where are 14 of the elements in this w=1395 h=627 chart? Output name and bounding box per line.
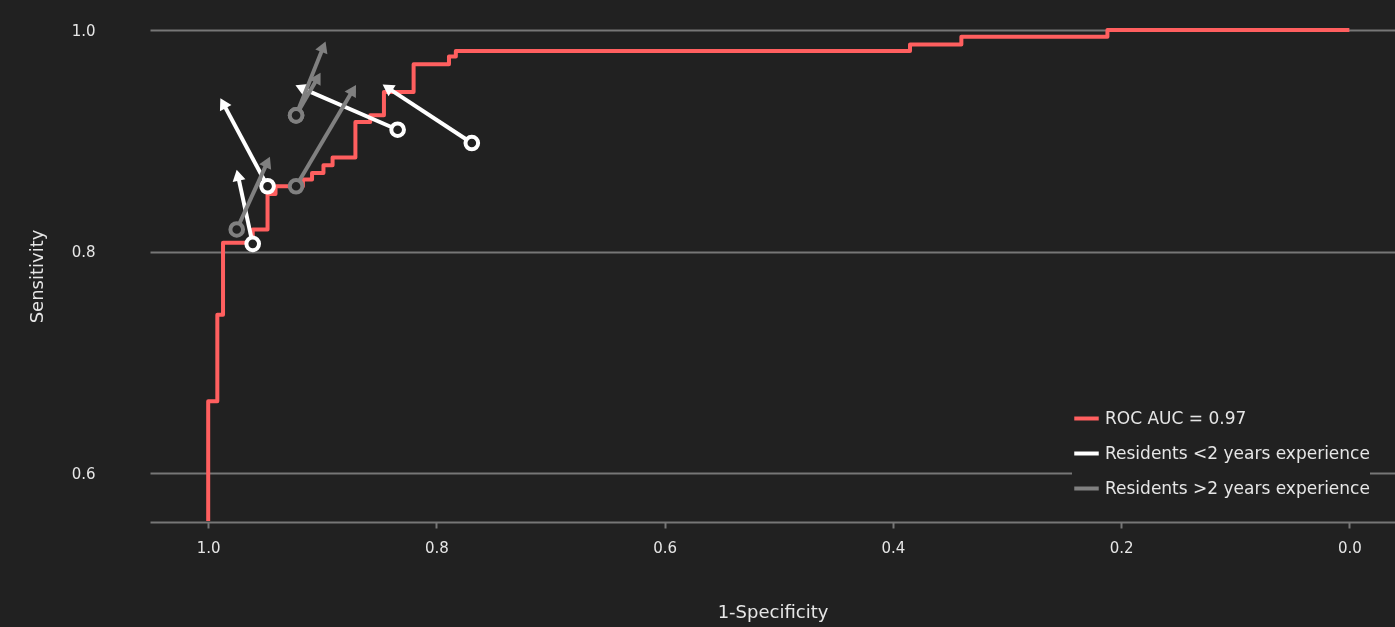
y-axis-title: Sensitivity — [25, 229, 47, 324]
legend-label: Residents >2 years experience — [1105, 477, 1370, 498]
x-tick-label: 0.4 — [881, 538, 906, 557]
x-tick-label: 0.0 — [1337, 538, 1362, 557]
x-tick-label: 0.6 — [653, 538, 678, 557]
x-tick-label: 1.0 — [196, 538, 221, 557]
legend-label: ROC AUC = 0.97 — [1105, 407, 1247, 428]
y-tick-label: 1.0 — [71, 21, 96, 40]
x-axis-title: 1-Specificity — [717, 600, 829, 622]
y-tick-label: 0.6 — [71, 464, 96, 483]
y-tick-label: 0.8 — [71, 243, 96, 262]
x-tick-label: 0.8 — [425, 538, 449, 557]
x-tick-label: 0.2 — [1109, 538, 1134, 557]
legend-label: Residents <2 years experience — [1105, 442, 1370, 463]
